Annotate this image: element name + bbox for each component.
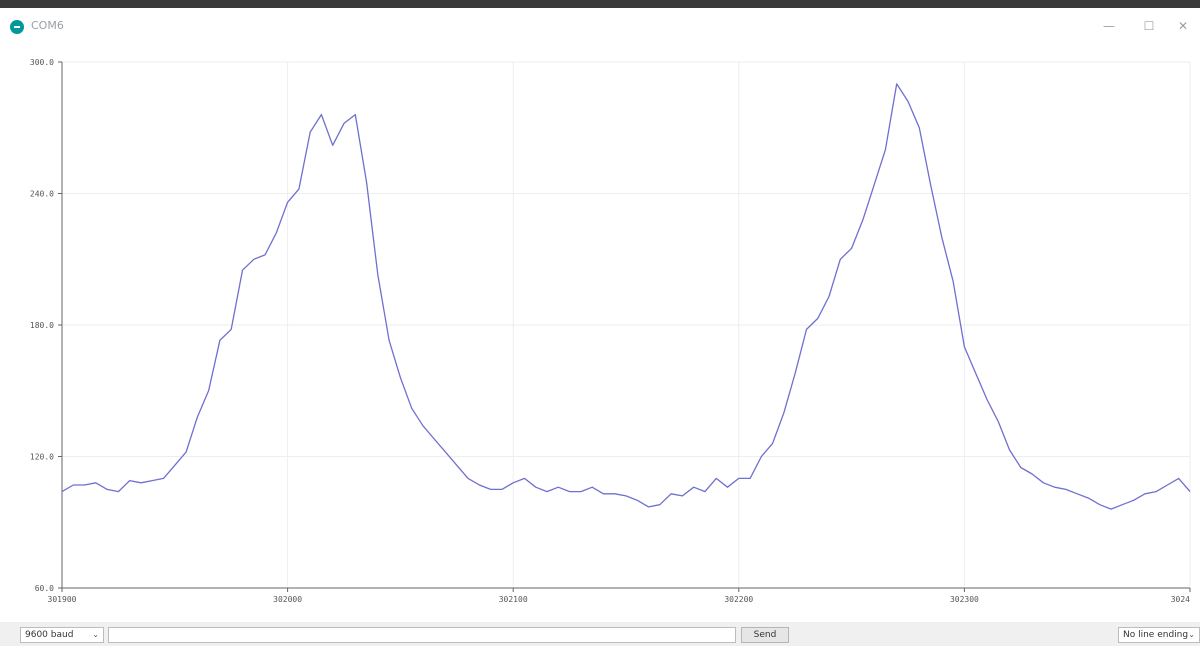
line-ending-select[interactable]: No line ending ⌄ — [1118, 627, 1200, 643]
x-tick-label: 302100 — [499, 595, 528, 604]
x-tick-label: 302300 — [950, 595, 979, 604]
bottom-toolbar: 9600 baud ⌄ Send No line ending ⌄ — [0, 622, 1200, 646]
y-tick-label: 240.0 — [30, 190, 54, 199]
baud-rate-select[interactable]: 9600 baud ⌄ — [20, 627, 104, 643]
maximize-button[interactable]: ☐ — [1143, 19, 1155, 33]
x-tick-label: 302200 — [724, 595, 753, 604]
y-tick-label: 60.0 — [35, 584, 54, 593]
series-line — [61, 83, 1191, 510]
arduino-logo-icon — [10, 20, 24, 34]
y-tick-label: 180.0 — [30, 321, 54, 330]
minimize-button[interactable]: — — [1103, 19, 1115, 33]
x-tick-label: 302000 — [273, 595, 302, 604]
y-tick-label: 300.0 — [30, 58, 54, 67]
line-ending-value: No line ending — [1123, 630, 1189, 640]
y-tick-label: 120.0 — [30, 453, 54, 462]
title-bar: COM6 — ☐ ✕ — [0, 0, 1200, 40]
window-title: COM6 — [31, 19, 64, 32]
send-button[interactable]: Send — [741, 627, 789, 643]
close-button[interactable]: ✕ — [1177, 19, 1189, 33]
chevron-down-icon: ⌄ — [1188, 630, 1195, 639]
baud-rate-value: 9600 baud — [25, 630, 74, 640]
send-text-input[interactable] — [108, 627, 736, 643]
chevron-down-icon: ⌄ — [92, 630, 99, 639]
x-tick-label: 3024 — [1171, 595, 1190, 604]
x-tick-label: 301900 — [48, 595, 77, 604]
serial-plotter-chart: 60.0 120.0 180.0 240.0 300.0 301900 302000 3021… — [30, 58, 1191, 604]
